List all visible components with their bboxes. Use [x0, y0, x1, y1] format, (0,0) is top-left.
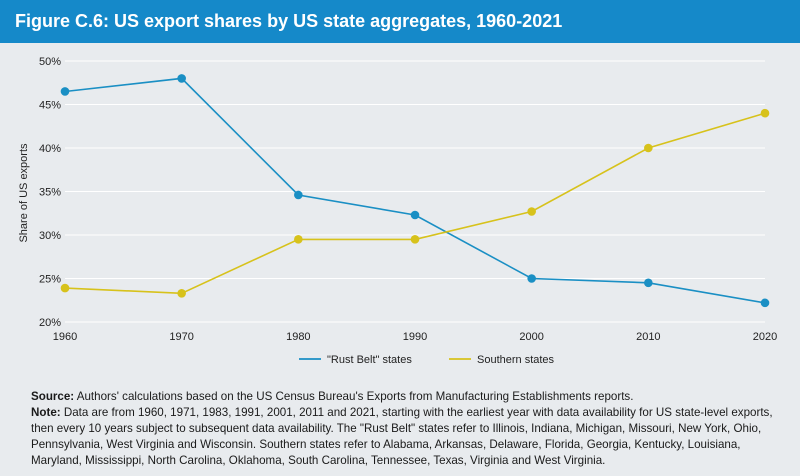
y-tick-label: 30% — [39, 230, 61, 242]
note-paragraph: Note: Data are from 1960, 1971, 1983, 19… — [31, 405, 776, 469]
figure-title-bar: Figure C.6: US export shares by US state… — [0, 0, 800, 43]
data-point — [294, 235, 303, 244]
y-axis-ticks: 20% 25% 30% 35% 40% 45% 50% — [39, 56, 61, 329]
data-point — [294, 190, 303, 200]
data-point — [760, 298, 770, 308]
y-tick-label: 35% — [39, 187, 61, 199]
source-label: Source: — [31, 390, 75, 403]
source-text: Authors' calculations based on the US Ce… — [74, 390, 634, 403]
legend-label: Southern states — [477, 354, 555, 366]
x-tick-label: 1990 — [403, 331, 427, 343]
data-point — [177, 288, 186, 298]
figure-title: Figure C.6: US export shares by US state… — [15, 11, 563, 31]
x-tick-label: 2010 — [636, 331, 660, 343]
data-point — [644, 143, 653, 153]
source-note: Source: Authors' calculations based on t… — [31, 389, 776, 405]
data-point — [760, 108, 770, 118]
data-point — [527, 274, 536, 283]
series-line-1 — [64, 112, 766, 295]
x-tick-label: 2020 — [753, 331, 777, 343]
series-line-0 — [64, 77, 766, 304]
x-tick-label: 2000 — [519, 331, 543, 343]
data-point — [410, 210, 420, 220]
gridlines — [65, 60, 765, 323]
x-tick-label: 1980 — [286, 331, 310, 343]
x-tick-label: 1960 — [53, 331, 77, 343]
y-tick-label: 45% — [39, 100, 61, 112]
line-chart: 20% 25% 30% 35% 40% 45% 50% 1960 1970 1980 1990 20… — [18, 56, 777, 366]
data-point — [644, 278, 653, 288]
y-tick-label: 20% — [39, 317, 61, 329]
data-point — [527, 207, 536, 216]
y-axis-title: Share of US exports — [18, 143, 30, 243]
data-point — [60, 87, 70, 96]
x-tick-label: 1970 — [169, 331, 193, 343]
y-tick-label: 40% — [39, 143, 61, 155]
series-group — [60, 74, 770, 308]
data-point — [410, 235, 420, 244]
data-point — [177, 74, 186, 83]
x-axis-ticks: 1960 1970 1980 1990 2000 2010 2020 — [53, 331, 777, 343]
data-point — [60, 283, 70, 293]
figure-notes: Source: Authors' calculations based on t… — [31, 389, 776, 469]
legend: "Rust Belt" states Southern states — [299, 354, 555, 366]
note-label: Note: — [31, 406, 61, 419]
note-text: Data are from 1960, 1971, 1983, 1991, 20… — [31, 406, 773, 467]
y-tick-label: 25% — [39, 274, 61, 286]
legend-label: "Rust Belt" states — [327, 354, 412, 366]
y-tick-label: 50% — [39, 56, 61, 68]
